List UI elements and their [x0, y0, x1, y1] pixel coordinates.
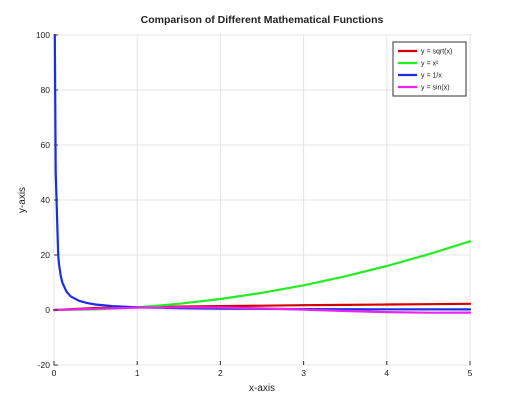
x-tick-label: 0 — [52, 368, 57, 378]
x-tick-label: 4 — [384, 368, 389, 378]
x-tick-label: 3 — [301, 368, 306, 378]
x-axis-label: x-axis — [249, 383, 275, 394]
x-tick-label: 5 — [468, 368, 473, 378]
y-tick-label: 80 — [41, 85, 51, 95]
legend-entry: y = sqrt(x) — [421, 49, 452, 56]
series-line-4 — [52, 306, 472, 314]
chart-title: Comparison of Different Mathematical Fun… — [141, 14, 384, 26]
legend-entry: y = 1/x — [421, 73, 442, 80]
y-tick-label: 0 — [45, 305, 50, 315]
y-tick-label: 100 — [36, 30, 50, 40]
series-layer — [52, 33, 472, 314]
y-tick-label: -20 — [38, 360, 51, 370]
y-axis-label: y-axis — [17, 187, 28, 213]
legend-entry: y = x² — [421, 61, 439, 68]
x-tick-label: 1 — [135, 368, 140, 378]
legend: y = sqrt(x) y = x² y = 1/x y = sin(x) — [392, 41, 467, 97]
y-tick-label: 40 — [41, 195, 51, 205]
y-tick-label: 60 — [41, 140, 51, 150]
y-tick-label: 20 — [41, 250, 51, 260]
x-tick-label: 2 — [218, 368, 223, 378]
legend-entry: y = sin(x) — [421, 85, 450, 92]
